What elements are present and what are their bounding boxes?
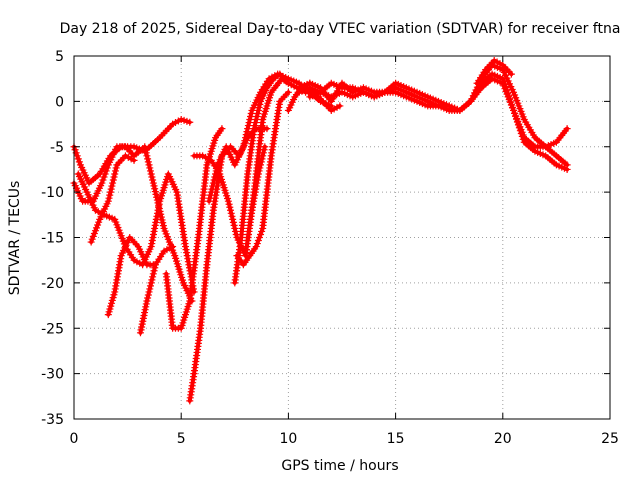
x-tick-label: 25 [601, 431, 619, 447]
series-markers [136, 243, 177, 337]
series-s18 [473, 57, 515, 87]
y-tick-label: -10 [41, 185, 64, 201]
series-markers [87, 152, 138, 246]
x-tick-label: 15 [387, 431, 405, 447]
series-s6 [136, 243, 177, 337]
x-axis-label: GPS time / hours [281, 458, 398, 474]
x-tick-label: 0 [70, 431, 79, 447]
y-axis-label: SDTVAR / TECUs [7, 181, 23, 296]
series-markers [233, 88, 292, 269]
data-series [70, 57, 571, 405]
series-markers [473, 57, 515, 87]
series-s5 [104, 234, 157, 319]
y-tick-label: 5 [55, 49, 64, 65]
chart-title: Day 218 of 2025, Sidereal Day-to-day VTE… [60, 21, 621, 37]
series-markers [205, 70, 335, 205]
y-tick-label: -35 [41, 412, 64, 428]
x-tick-label: 20 [494, 431, 512, 447]
series-markers [162, 125, 226, 332]
axis-ticks [73, 55, 611, 420]
y-tick-label: -25 [41, 321, 64, 337]
y-tick-labels: -35 -30 -25 -20 -15 -10 -5 0 5 [41, 49, 64, 428]
x-tick-label: 5 [177, 431, 186, 447]
series-s3 [74, 170, 198, 296]
series-markers [242, 143, 269, 260]
y-tick-label: -30 [41, 367, 64, 383]
x-tick-label: 10 [279, 431, 297, 447]
series-s7 [162, 125, 226, 332]
series-markers [74, 170, 198, 296]
series-line [72, 144, 194, 304]
series-markers [70, 143, 196, 305]
series-s2 [70, 143, 196, 305]
series-s4 [87, 152, 138, 246]
series-s11 [205, 70, 335, 205]
y-tick-label: -15 [41, 231, 64, 247]
y-tick-label: 0 [55, 94, 64, 110]
x-tick-labels: 0 5 10 15 20 25 [70, 431, 619, 447]
series-markers [284, 79, 314, 114]
series-s12 [233, 88, 292, 269]
y-tick-label: -5 [50, 140, 64, 156]
y-tick-label: -20 [41, 276, 64, 292]
series-s13 [242, 143, 269, 260]
series-s17 [284, 79, 314, 114]
series-markers [104, 234, 157, 319]
